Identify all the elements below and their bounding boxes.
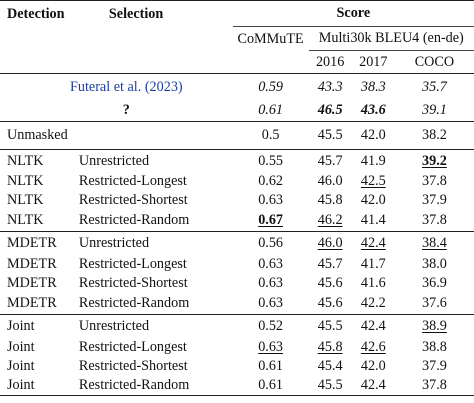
nltk-row4-commute: 0.67: [232, 209, 309, 232]
mdetr-row1-detection: MDETR: [7, 235, 57, 252]
nltk-row3-detection: NLTK: [7, 191, 44, 208]
joint-row1-coco: 38.9: [422, 318, 447, 335]
baseline-unknown-2017: 43.6: [351, 99, 395, 122]
nltk-row1-2016: 45.7: [317, 152, 343, 169]
header-multi30k: Multi30k BLEU4 (en-de): [308, 26, 474, 51]
mdetr-row1-coco: 38.4: [422, 235, 447, 252]
nltk-row4-2017: 41.4: [351, 209, 395, 232]
joint-row3-detection: Joint: [7, 357, 35, 374]
joint-row4-detection: Joint: [0, 375, 79, 396]
joint-row1-selection: Unrestricted: [78, 318, 150, 335]
mdetr-row1-selection: Unrestricted: [78, 235, 150, 252]
unmasked-2017: 42.0: [351, 121, 395, 150]
baseline-futeral-2017: 38.3: [360, 78, 386, 95]
joint-row2-commute: 0.63: [258, 338, 284, 355]
header-2016: 2016: [308, 50, 352, 74]
nltk-row2-2016: 46.0: [317, 172, 343, 189]
mdetr-row3-selection: Restricted-Shortest: [78, 274, 188, 291]
nltk-row3-selection: Restricted-Shortest: [78, 191, 188, 208]
baseline-futeral-name[interactable]: Futeral et al. (2023): [69, 78, 183, 95]
joint-row4-commute: 0.61: [232, 375, 309, 396]
unmasked-2016: 45.5: [308, 121, 352, 150]
nltk-row3-coco: 37.9: [422, 191, 447, 208]
nltk-row2-detection: NLTK: [7, 172, 44, 189]
mdetr-row3-2016: 45.6: [317, 274, 343, 291]
mdetr-row3-coco: 36.9: [422, 274, 447, 291]
mdetr-row2-detection: MDETR: [7, 255, 57, 272]
mdetr-row3-2017: 41.6: [360, 274, 386, 291]
joint-row3-2017: 42.0: [360, 357, 386, 374]
baseline-unknown-coco: 39.1: [394, 99, 474, 122]
nltk-row2-2017: 42.5: [360, 172, 386, 189]
unmasked-coco: 38.2: [394, 121, 474, 150]
baseline-futeral-commute: 0.59: [258, 78, 284, 95]
mdetr-row2-coco: 38.0: [422, 255, 447, 272]
nltk-row3-commute: 0.63: [258, 191, 284, 208]
mdetr-row2-commute: 0.63: [258, 255, 284, 272]
joint-row2-coco: 38.8: [422, 338, 447, 355]
baseline-futeral-2016: 43.3: [317, 78, 343, 95]
mdetr-row1-2017: 42.4: [360, 235, 386, 252]
mdetr-row1-commute: 0.56: [258, 235, 284, 252]
joint-row4-selection: Restricted-Random: [78, 375, 233, 396]
mdetr-row4-coco: 37.6: [394, 292, 474, 315]
mdetr-row4-2016: 45.6: [308, 292, 352, 315]
mdetr-row2-2016: 45.7: [317, 255, 343, 272]
baseline-futeral-coco: 35.7: [422, 78, 447, 95]
joint-row1-detection: Joint: [7, 318, 35, 335]
joint-row1-commute: 0.52: [258, 318, 284, 335]
joint-row3-coco: 37.9: [422, 357, 447, 374]
mdetr-row1-2016: 46.0: [317, 235, 343, 252]
nltk-row4-detection: NLTK: [0, 209, 79, 232]
nltk-row2-selection: Restricted-Longest: [78, 172, 187, 189]
header-coco: COCO: [394, 50, 474, 74]
joint-row2-2017: 42.6: [360, 338, 386, 355]
mdetr-row3-commute: 0.63: [258, 274, 284, 291]
header-commute: CoMMuTE: [237, 30, 304, 47]
joint-row1-2016: 45.5: [317, 318, 343, 335]
nltk-row1-selection: Unrestricted: [78, 152, 150, 169]
joint-row2-detection: Joint: [7, 338, 35, 355]
joint-row2-2016: 45.8: [317, 338, 343, 355]
joint-row4-coco: 37.8: [394, 375, 474, 396]
nltk-row2-coco: 37.8: [422, 172, 447, 189]
nltk-row4-2016: 46.2: [308, 209, 352, 232]
header-score: Score: [232, 0, 474, 27]
mdetr-row4-2017: 42.2: [351, 292, 395, 315]
nltk-row1-commute: 0.55: [258, 152, 284, 169]
nltk-row1-coco: 39.2: [422, 152, 447, 169]
nltk-row3-2016: 45.8: [317, 191, 343, 208]
joint-row2-selection: Restricted-Longest: [78, 338, 187, 355]
mdetr-row4-selection: Restricted-Random: [78, 292, 233, 315]
mdetr-row2-selection: Restricted-Longest: [78, 255, 187, 272]
joint-row1-2017: 42.4: [360, 318, 386, 335]
header-2017: 2017: [351, 50, 395, 74]
nltk-row1-detection: NLTK: [7, 152, 44, 169]
mdetr-row4-commute: 0.63: [232, 292, 309, 315]
header-detection: Detection: [0, 0, 79, 27]
baseline-unknown-2016: 46.5: [308, 99, 352, 122]
baseline-unknown-commute: 0.61: [232, 99, 309, 122]
nltk-row1-2017: 41.9: [360, 152, 386, 169]
joint-row4-2016: 45.5: [308, 375, 352, 396]
unmasked-commute: 0.5: [232, 121, 309, 150]
mdetr-row2-2017: 41.7: [360, 255, 386, 272]
header-selection: Selection: [78, 0, 233, 27]
joint-row3-2016: 45.4: [317, 357, 343, 374]
nltk-row4-coco: 37.8: [394, 209, 474, 232]
nltk-row3-2017: 42.0: [360, 191, 386, 208]
baseline-unknown-name: ?: [0, 99, 233, 122]
mdetr-row3-detection: MDETR: [7, 274, 57, 291]
nltk-row2-commute: 0.62: [258, 172, 284, 189]
nltk-row4-selection: Restricted-Random: [78, 209, 233, 232]
mdetr-row4-detection: MDETR: [0, 292, 79, 315]
unmasked-name: Unmasked: [0, 121, 233, 150]
joint-row3-selection: Restricted-Shortest: [78, 357, 188, 374]
joint-row3-commute: 0.61: [258, 357, 284, 374]
joint-row4-2017: 42.4: [351, 375, 395, 396]
